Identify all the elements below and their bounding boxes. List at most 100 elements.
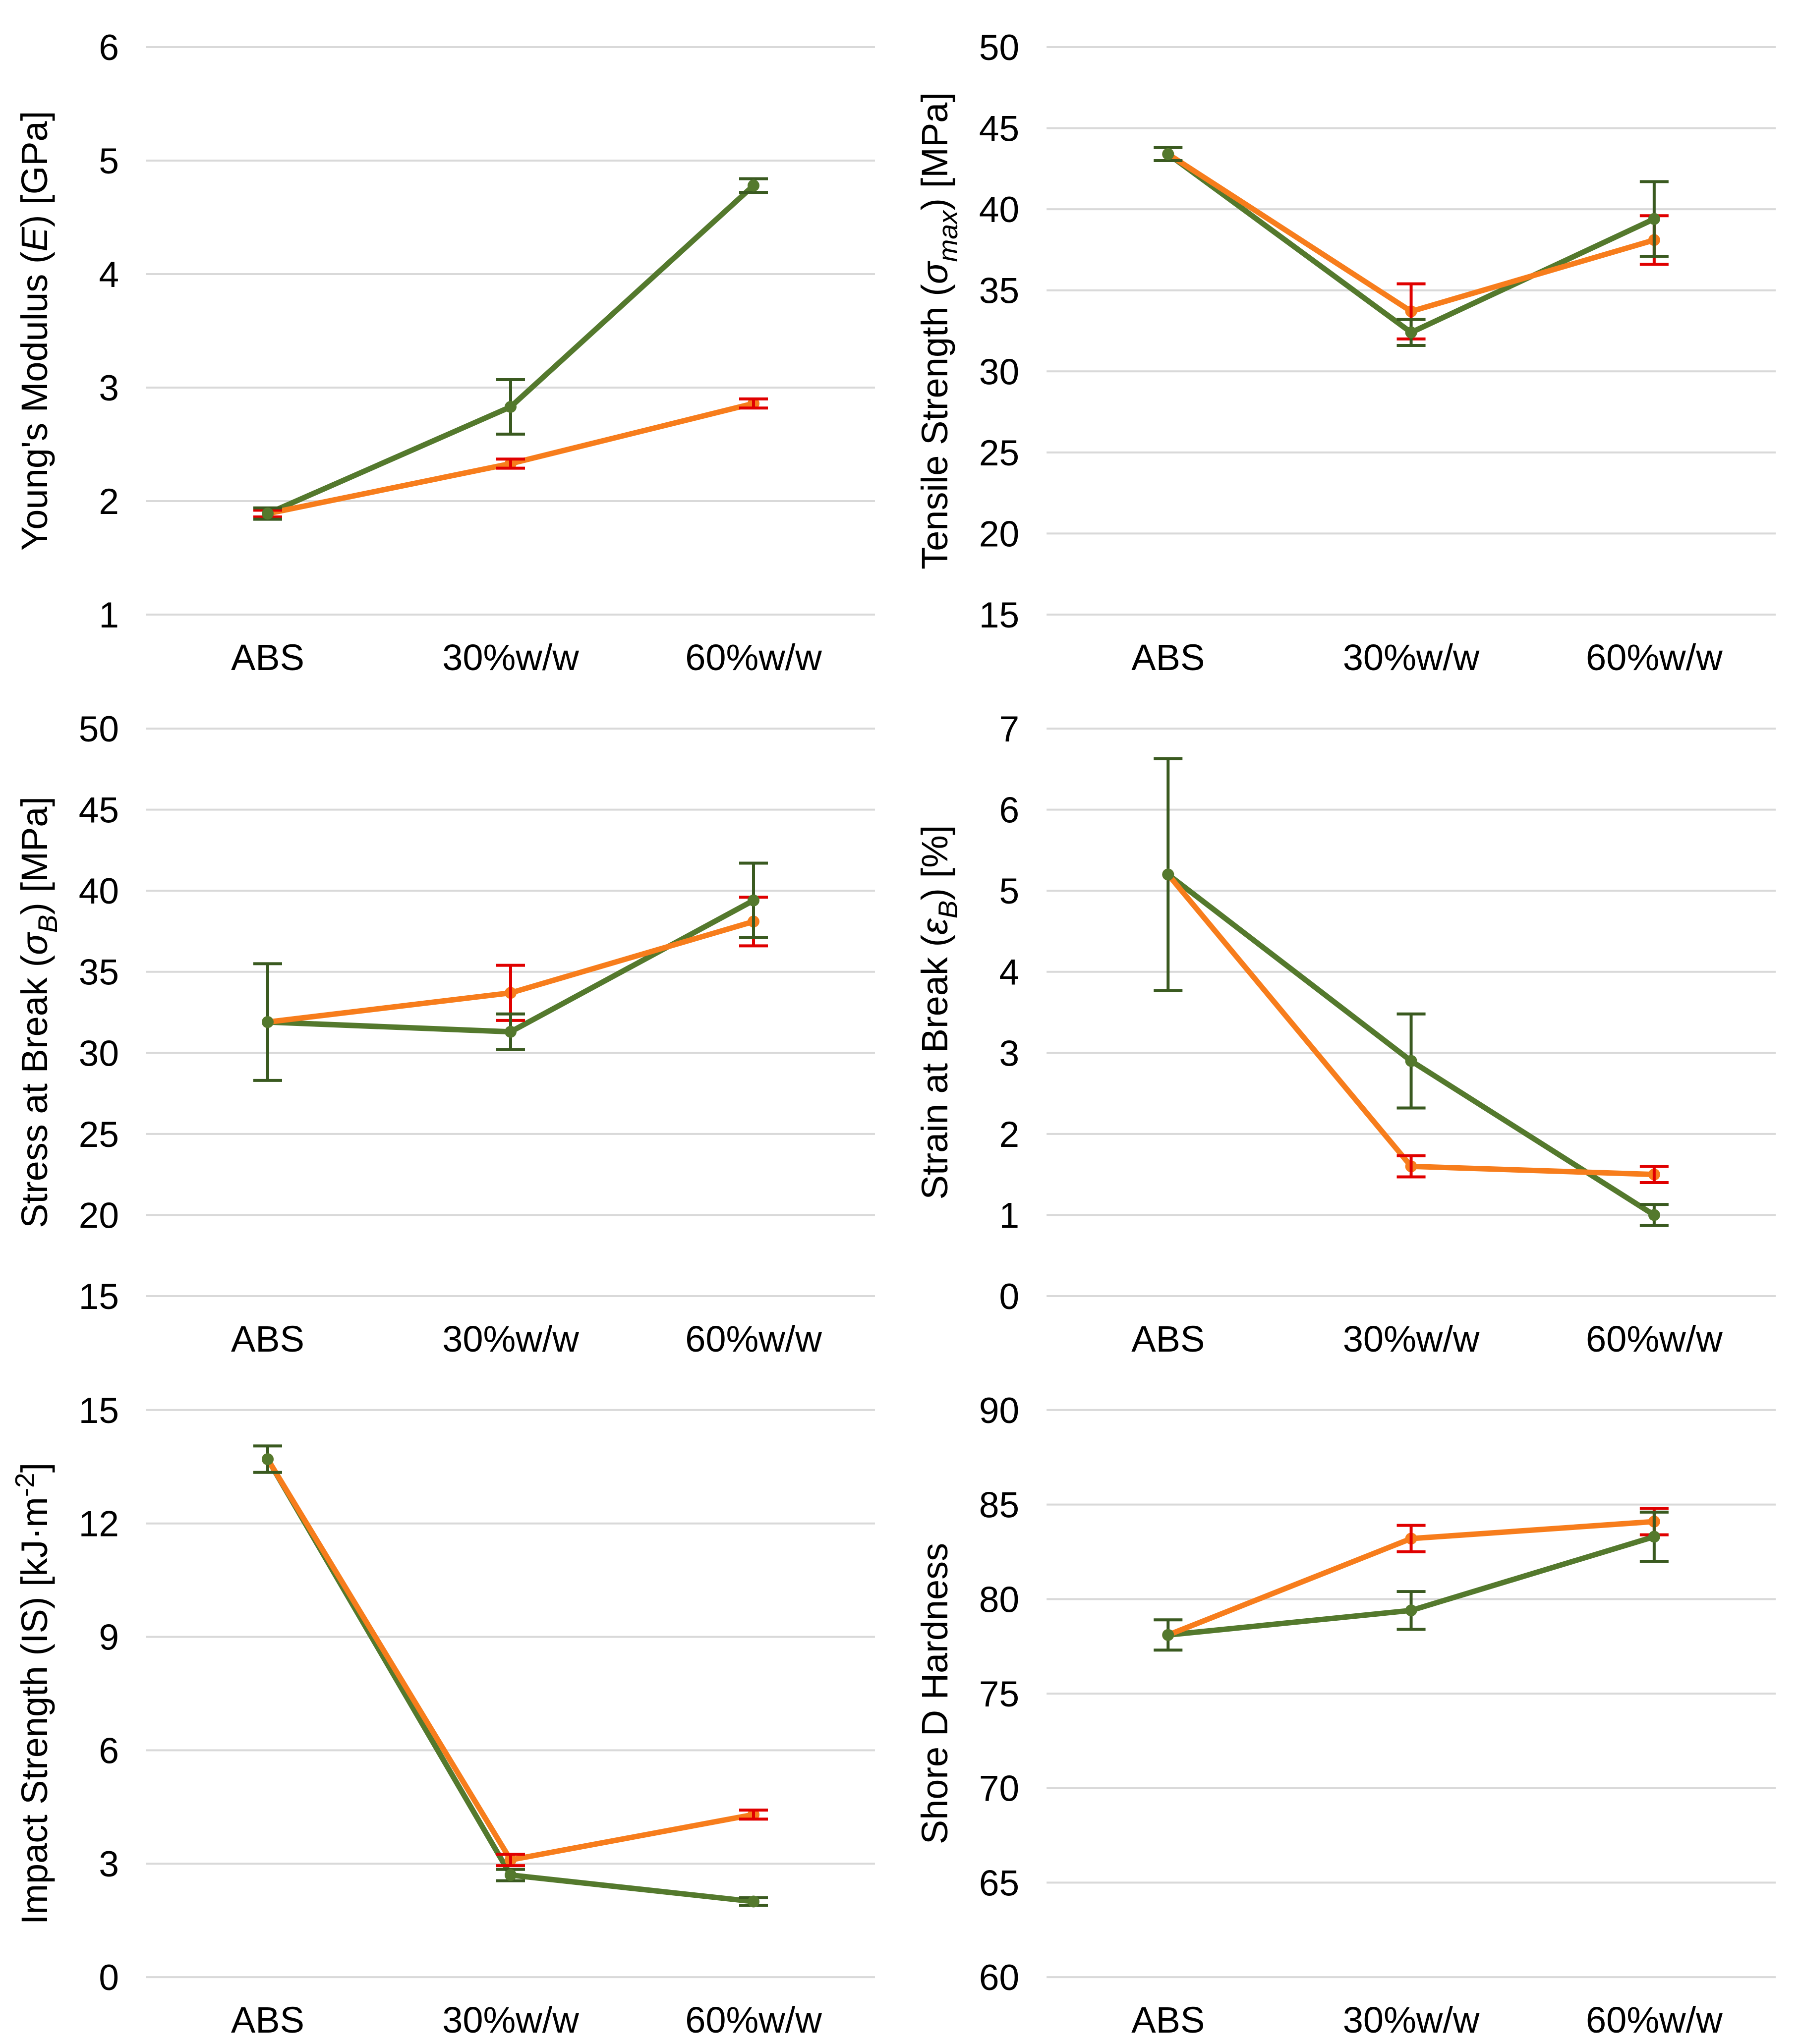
x-category-label: ABS xyxy=(231,1999,304,2041)
y-tick-label: 60 xyxy=(979,1958,1019,1998)
chart-canvas-strain-at-break: 0 1 2 3 4 5 6 7 ABS 30%w/w 60%w/w Strain at Break (… xyxy=(914,709,1776,1360)
y-tick-label: 50 xyxy=(79,709,119,749)
chart-canvas-stress-at-break: 15 20 25 30 35 40 45 50 ABS 30%w/w 60%w/w Stress at… xyxy=(14,709,875,1360)
y-tick-label: 45 xyxy=(979,109,1019,149)
green-series-marker xyxy=(505,1869,517,1881)
y-tick-label: 3 xyxy=(99,368,119,408)
green-series-marker xyxy=(1162,148,1174,160)
y-tick-label: 40 xyxy=(979,190,1019,230)
x-category-label: ABS xyxy=(231,637,304,678)
green-series-marker xyxy=(1648,213,1660,225)
green-series-marker xyxy=(1162,868,1174,881)
y-tick-label: 15 xyxy=(79,1277,119,1317)
green-series-marker xyxy=(1405,326,1417,339)
y-tick-label: 12 xyxy=(79,1504,119,1544)
orange-error-bar xyxy=(1396,1154,1426,1179)
orange-error-bar xyxy=(739,1808,768,1821)
y-tick-label: 3 xyxy=(999,1033,1020,1074)
y-tick-label: 1 xyxy=(999,1195,1020,1236)
y-tick-label: 85 xyxy=(979,1485,1019,1526)
x-category-label: ABS xyxy=(1131,637,1205,678)
x-category-label: ABS xyxy=(231,1318,304,1360)
x-category-label: 30%w/w xyxy=(1343,1318,1480,1360)
y-tick-label: 6 xyxy=(99,28,119,68)
chart-canvas-shore-d-hardness: 60 65 70 75 80 85 90 ABS 30%w/w 60%w/w Shore D Har… xyxy=(914,1391,1776,2041)
y-tick-label: 1 xyxy=(99,595,119,635)
y-tick-label: 0 xyxy=(99,1958,119,1998)
orange-error-bar xyxy=(1396,1524,1426,1553)
y-axis-title: Young's Modulus (E) [GPa] xyxy=(14,111,55,551)
green-series-marker xyxy=(1405,1604,1417,1617)
green-series-marker xyxy=(505,1025,517,1038)
y-tick-label: 6 xyxy=(999,791,1020,831)
x-category-label: 30%w/w xyxy=(442,1999,579,2041)
x-category-label: 30%w/w xyxy=(1343,1999,1480,2041)
chart-canvas-tensile-strength: 15 20 25 30 35 40 45 50 ABS 30%w/w 60%w/w Tensile S… xyxy=(914,28,1776,678)
orange-error-bar xyxy=(496,1853,525,1868)
y-tick-label: 15 xyxy=(979,595,1019,635)
y-tick-label: 25 xyxy=(79,1115,119,1155)
chart-canvas-youngs-modulus: 1 2 3 4 5 6 ABS 30%w/w 60%w/w Young's Modulus (E)… xyxy=(14,28,875,678)
y-tick-label: 15 xyxy=(79,1391,119,1431)
y-tick-label: 0 xyxy=(999,1277,1020,1317)
y-tick-label: 70 xyxy=(979,1769,1019,1809)
y-tick-label: 2 xyxy=(999,1115,1020,1155)
chart-stress-at-break: 15 20 25 30 35 40 45 50 ABS 30%w/w 60%w/w Stress at… xyxy=(0,681,900,1363)
y-axis-title: Stress at Break (σB) [MPa] xyxy=(14,796,63,1228)
x-category-label: 60%w/w xyxy=(1586,637,1723,678)
orange-error-bar xyxy=(739,397,768,410)
y-tick-label: 5 xyxy=(99,141,119,181)
y-tick-label: 90 xyxy=(979,1391,1019,1431)
y-tick-label: 20 xyxy=(79,1195,119,1236)
y-tick-label: 80 xyxy=(979,1580,1019,1620)
x-category-label: 60%w/w xyxy=(685,1318,822,1360)
y-tick-label: 2 xyxy=(99,482,119,522)
y-tick-label: 30 xyxy=(979,352,1019,392)
y-tick-label: 40 xyxy=(79,871,119,911)
y-tick-label: 75 xyxy=(979,1674,1019,1714)
green-series-marker xyxy=(505,400,517,413)
orange-error-bar xyxy=(1639,1165,1669,1184)
y-tick-label: 4 xyxy=(99,255,119,295)
green-series-marker xyxy=(262,1453,274,1466)
y-tick-label: 35 xyxy=(79,953,119,993)
y-tick-label: 35 xyxy=(979,271,1019,311)
y-tick-label: 65 xyxy=(979,1863,1019,1903)
y-tick-label: 30 xyxy=(79,1033,119,1074)
y-tick-label: 4 xyxy=(999,953,1020,993)
x-category-label: 60%w/w xyxy=(1586,1999,1723,2041)
y-axis-title: Tensile Strength (σmax) [MPa] xyxy=(914,92,963,569)
x-category-label: ABS xyxy=(1131,1999,1205,2041)
orange-error-bar xyxy=(496,457,525,470)
y-tick-label: 6 xyxy=(99,1731,119,1771)
green-series-marker xyxy=(748,1895,759,1908)
green-series-marker xyxy=(748,894,759,907)
chart-impact-strength: 0 3 6 9 12 15 ABS 30%w/w 60%w/w Impact Strength (… xyxy=(0,1363,900,2044)
chart-shore-d-hardness: 60 65 70 75 80 85 90 ABS 30%w/w 60%w/w Shore D Har… xyxy=(900,1363,1801,2044)
x-category-label: 30%w/w xyxy=(1343,637,1480,678)
y-tick-label: 45 xyxy=(79,791,119,831)
x-category-label: 60%w/w xyxy=(1586,1318,1723,1360)
green-series-marker xyxy=(262,1016,274,1028)
y-tick-label: 3 xyxy=(99,1844,119,1884)
x-category-label: 60%w/w xyxy=(685,1999,822,2041)
chart-strain-at-break: 0 1 2 3 4 5 6 7 ABS 30%w/w 60%w/w Strain at Break (… xyxy=(900,681,1801,1363)
green-series-marker xyxy=(748,179,759,192)
y-tick-label: 5 xyxy=(999,871,1020,911)
green-series-line xyxy=(265,1456,756,1905)
y-axis-title: Strain at Break (εB) [%] xyxy=(914,825,963,1200)
chart-tensile-strength: 15 20 25 30 35 40 45 50 ABS 30%w/w 60%w/w Tensile S… xyxy=(900,0,1801,681)
green-series-marker xyxy=(1648,1531,1660,1543)
y-tick-label: 20 xyxy=(979,514,1019,554)
chart-youngs-modulus: 1 2 3 4 5 6 ABS 30%w/w 60%w/w Young's Modulus (E)… xyxy=(0,0,900,681)
x-category-label: ABS xyxy=(1131,1318,1205,1360)
green-series-marker xyxy=(1648,1209,1660,1221)
y-axis-title: Shore D Hardness xyxy=(914,1543,955,1844)
y-tick-label: 9 xyxy=(99,1618,119,1658)
chart-canvas-impact-strength: 0 3 6 9 12 15 ABS 30%w/w 60%w/w Impact Strength (… xyxy=(9,1391,875,2041)
y-tick-label: 50 xyxy=(979,28,1019,68)
y-tick-label: 7 xyxy=(999,709,1020,749)
y-axis-title: Impact Strength (IS) [kJ·m-2] xyxy=(9,1463,55,1925)
green-series-marker xyxy=(262,508,274,520)
